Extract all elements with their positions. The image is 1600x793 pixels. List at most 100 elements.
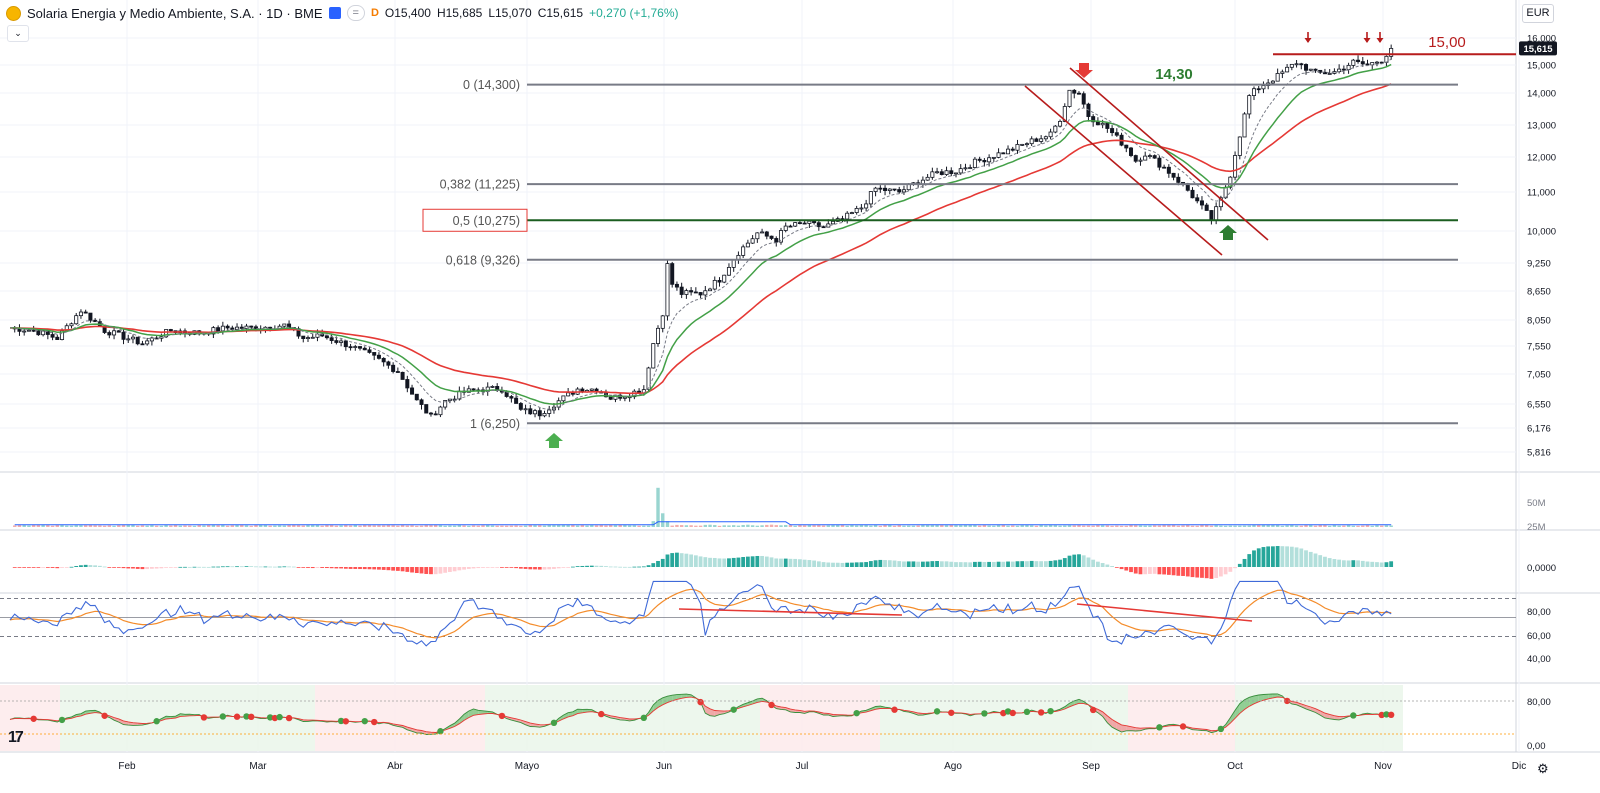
macd-histogram-bar [225,566,230,568]
candle-body [1356,59,1361,63]
macd-histogram-bar [504,567,509,568]
candle-body [788,225,793,228]
price-axis-label: 15,000 [1527,61,1556,72]
chevron-down-icon: ⌄ [14,28,22,38]
candle-body [901,189,906,193]
candle-body [608,396,613,400]
macd-histogram-bar [623,566,627,568]
oscillator-cross-dot [948,709,955,716]
macd-histogram-bar [466,567,471,569]
macd-histogram-bar [793,558,798,567]
macd-histogram-bar [1138,567,1143,575]
oscillator-cross-dot [981,710,988,717]
candle-body [391,364,396,372]
volume-bar [854,525,859,527]
compare-badge[interactable]: = [346,5,365,21]
volume-bar [410,525,414,527]
macd-histogram-bar [500,567,504,568]
symbol-title[interactable]: Solaria Energia y Medio Ambiente, S.A. ·… [27,5,323,21]
time-axis-label: Ago [944,761,962,772]
oscillator-cross-dot [1023,708,1031,716]
volume-bar [1025,524,1029,527]
macd-histogram-bar [1025,561,1029,567]
volume-bar [55,524,59,527]
volume-bar [1280,525,1285,527]
oscillator-cross-dot [219,713,227,720]
volume-bar [69,525,74,527]
volume-bar [977,525,982,527]
volume-bar [1044,525,1048,527]
volume-bar [178,525,182,527]
collapse-legend-button[interactable]: ⌄ [7,25,29,42]
candle-body [949,170,954,174]
volume-bar [1304,524,1308,527]
fib-level-label: 1 (6,250) [470,417,520,431]
macd-histogram-bar [679,553,684,567]
candle-body [745,242,750,248]
volume-bar [1100,525,1105,527]
volume-bar [907,525,911,527]
macd-histogram-bar [301,567,306,568]
volume-ma-line [14,521,1392,526]
volume-bar [1006,525,1010,527]
price-axis-label: 7,550 [1527,342,1551,353]
macd-histogram-bar [329,567,334,569]
macd-histogram-bar [112,567,116,568]
macd-histogram-bar [386,567,391,571]
oscillator-fill [118,718,124,725]
macd-histogram-bar [1020,561,1025,567]
volume-bar [173,524,178,527]
candle-body [381,357,386,363]
volume-bar [381,525,386,527]
volume-bar [869,525,873,527]
candle-body [1233,155,1238,178]
candle-body [1001,152,1006,155]
macd-histogram-bar [145,567,150,570]
macd-histogram-bar [1096,561,1100,567]
macd-histogram-bar [1171,567,1176,576]
price-axis-label: 5,816 [1527,448,1551,459]
candle-body [514,397,519,404]
candle-body [1133,155,1138,162]
volume-bar [1048,524,1053,527]
volume-bar [599,524,603,527]
macd-histogram-bar [1001,561,1006,567]
volume-bar [1219,525,1223,527]
macd-histogram-bar [660,558,665,567]
volume-bar [1299,525,1303,527]
oscillator-fill [1078,699,1084,704]
gear-icon[interactable]: ⚙ [1537,761,1549,776]
macd-histogram-bar [561,567,566,568]
volume-bar [339,525,343,527]
volume-bar [102,525,107,527]
volume-bar [211,524,216,527]
oscillator-zone [315,685,485,751]
flag-icon [328,7,341,19]
candle-body [812,220,817,224]
macd-histogram-bar [107,567,112,568]
volume-bar [443,525,447,527]
volume-bar [282,525,287,527]
candle-body [528,408,533,415]
time-axis-label: Mar [249,761,267,772]
volume-bar [982,525,987,527]
macd-histogram-bar [116,567,121,568]
currency-button[interactable]: EUR [1522,4,1554,23]
volume-bar [637,525,641,527]
rsi-divergence-line [678,608,903,616]
volume-bar [415,525,419,527]
macd-histogram-bar [1341,560,1346,567]
volume-bar [1186,524,1190,527]
volume-bar [944,525,949,527]
volume-bar [467,525,471,527]
oscillator-cross-dot [1350,712,1357,719]
volume-bar [580,525,585,527]
volume-bar [1361,525,1365,527]
macd-histogram-bar [916,561,921,567]
volume-bar [216,525,220,527]
macd-histogram-bar [892,560,897,567]
macd-histogram-bar [783,558,788,567]
candle-body [1143,155,1148,161]
macd-histogram-bar [1195,567,1200,578]
